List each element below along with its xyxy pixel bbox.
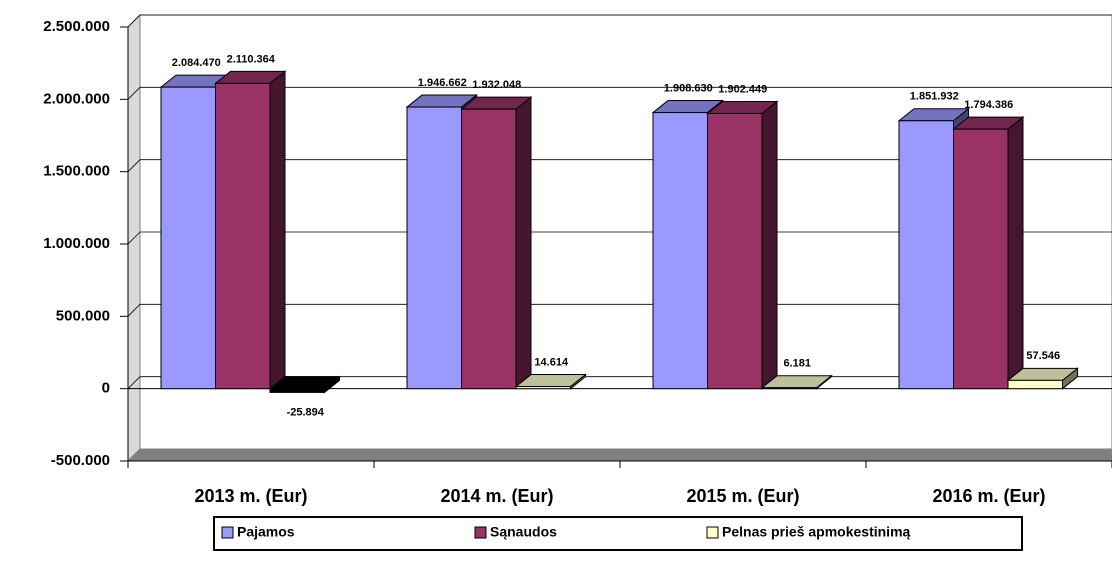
bar [1007, 379, 1063, 390]
value-label: 1.851.932 [910, 91, 959, 103]
y-tick-label: 2.000.000 [43, 90, 110, 107]
bar [707, 112, 763, 390]
bar [515, 386, 571, 390]
bar [761, 387, 817, 390]
bar-side [515, 96, 532, 390]
bar [406, 106, 462, 390]
y-tick-label: 1.000.000 [43, 235, 110, 252]
y-tick-label: -500.000 [51, 452, 110, 469]
x-tick-label: 2014 m. (Eur) [440, 486, 553, 506]
value-label: 1.932.048 [472, 79, 521, 91]
value-label: 2.110.364 [227, 53, 276, 65]
bar [461, 108, 517, 390]
value-label: 14.614 [534, 356, 569, 368]
bar [160, 86, 216, 390]
legend [213, 516, 1023, 551]
bar [215, 82, 271, 390]
value-label: 6.181 [783, 358, 811, 370]
floor [126, 448, 1112, 462]
legend-swatch [221, 526, 234, 539]
x-tick-label: 2015 m. (Eur) [686, 486, 799, 506]
legend-swatch [474, 526, 487, 539]
value-label: 57.546 [1026, 350, 1060, 362]
x-tick-label: 2013 m. (Eur) [194, 486, 307, 506]
legend-swatch [706, 526, 719, 539]
x-tick-label: 2016 m. (Eur) [932, 486, 1045, 506]
bar-side [1007, 116, 1024, 390]
bar [652, 112, 708, 390]
grid-line-side [127, 231, 141, 245]
value-label: -25.894 [287, 406, 325, 418]
legend-label: Pelnas prieš apmokestinimą [722, 524, 911, 540]
value-label: 1.908.630 [664, 82, 713, 94]
y-tick-label: 2.500.000 [43, 18, 110, 35]
y-tick-label: 1.500.000 [43, 163, 110, 180]
bar [953, 128, 1009, 390]
y-tick-label: 0 [102, 380, 110, 397]
y-tick-label: 500.000 [56, 307, 110, 324]
bar-side [269, 70, 286, 390]
grid-line-side [127, 304, 141, 317]
legend-label: Pajamos [237, 524, 295, 540]
value-label: 1.946.662 [418, 77, 467, 89]
value-label: 2.084.470 [172, 57, 221, 69]
grid-line-side [127, 14, 141, 28]
bar-side [761, 100, 778, 390]
grid-line-side [127, 87, 141, 100]
value-label: 1.902.449 [718, 83, 767, 95]
grid-line-side [127, 376, 141, 389]
bar [898, 120, 954, 390]
value-label: 1.794.386 [964, 99, 1013, 111]
grid-line-side [127, 159, 141, 172]
bar [269, 388, 325, 393]
legend-label: Sąnaudos [490, 524, 557, 540]
